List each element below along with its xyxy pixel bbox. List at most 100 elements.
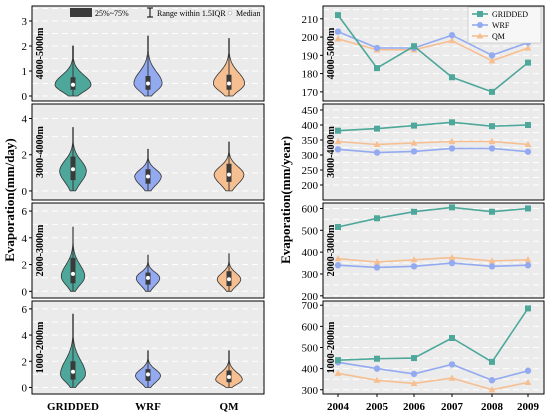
median-dot-qm — [227, 81, 231, 86]
point-gridded — [489, 208, 495, 215]
median-dot-gridded — [71, 369, 75, 374]
point-gridded — [449, 204, 455, 211]
legend-marker-qm — [476, 32, 484, 39]
y-tick-label: 4 — [22, 233, 28, 245]
median-dot-wrf — [146, 174, 150, 179]
panel-frame — [31, 103, 265, 201]
point-wrf — [524, 367, 532, 374]
point-qm — [334, 137, 342, 145]
median-dot-wrf — [146, 275, 150, 280]
y-tick-label: 180 — [302, 69, 319, 81]
point-gridded — [411, 122, 417, 129]
band-label: 4000-5000m — [326, 27, 337, 79]
y-tick-label: 600 — [302, 321, 319, 333]
point-qm — [373, 376, 381, 383]
y-tick-label: 200 — [302, 32, 319, 44]
point-gridded — [489, 88, 495, 95]
point-qm — [373, 140, 381, 148]
legend-marker-wrf — [477, 22, 483, 28]
band-label: 1000-2000m — [35, 321, 46, 373]
median-dot-wrf — [146, 372, 150, 377]
point-gridded — [525, 305, 531, 312]
point-qm — [524, 44, 532, 51]
point-gridded — [411, 43, 417, 50]
y-tick-label: 210 — [302, 14, 319, 26]
panel-frame — [322, 300, 545, 395]
point-qm — [524, 256, 532, 263]
series-line-gridded — [337, 206, 529, 228]
y-axis-title: Evaporation(mm/day) — [2, 138, 17, 262]
median-dot-wrf — [146, 81, 150, 86]
y-tick-label: 350 — [302, 135, 319, 147]
line-panel-3000-4000m — [323, 104, 544, 200]
y-tick-label: 6 — [22, 304, 28, 316]
point-qm — [373, 258, 381, 265]
point-qm — [488, 386, 496, 393]
y-tick-label: 700 — [302, 300, 319, 312]
legend-marker-gridded — [477, 11, 483, 17]
y-tick-label: 200 — [302, 180, 319, 192]
legend-label-gridded: GRIDDED — [492, 10, 528, 19]
y-tick-label: 2 — [22, 260, 28, 272]
band-label: 2000-3000m — [326, 224, 337, 276]
band-label: 4000-5000m — [35, 27, 46, 79]
y-tick-label: 0 — [22, 186, 28, 198]
point-wrf — [373, 365, 381, 372]
y-tick-label: 2 — [22, 150, 28, 162]
point-gridded — [411, 355, 417, 362]
point-gridded — [374, 355, 380, 362]
point-qm — [488, 257, 496, 264]
median-dot-qm — [227, 374, 231, 379]
series-line-qm — [337, 372, 529, 391]
y-tick-label: 3 — [22, 16, 28, 28]
point-wrf — [334, 262, 342, 269]
point-qm — [448, 374, 456, 381]
panel-frame — [322, 103, 545, 201]
legend-box-label: 25%~75% — [95, 9, 129, 18]
point-wrf — [410, 148, 418, 155]
median-dot-gridded — [71, 82, 75, 87]
y-tick-label: 4 — [22, 113, 28, 125]
y-tick-label: 4 — [22, 330, 28, 342]
x-tick-label: 2005 — [366, 401, 389, 413]
point-wrf — [448, 32, 456, 39]
panel-frame — [322, 5, 545, 102]
point-wrf — [334, 146, 342, 153]
median-dot-gridded — [71, 167, 75, 172]
point-qm — [334, 35, 342, 42]
y-tick-label: 400 — [302, 364, 319, 376]
point-wrf — [524, 148, 532, 155]
series-line-gridded — [337, 14, 529, 93]
y-tick-label: 400 — [302, 247, 319, 259]
point-qm — [448, 37, 456, 44]
iqr-box-gridded — [70, 257, 76, 284]
point-gridded — [335, 224, 341, 231]
legend-label-qm: QM — [492, 32, 505, 41]
series-line-qm — [337, 140, 529, 146]
point-wrf — [488, 263, 496, 270]
band-label: 3000-4000m — [35, 126, 46, 178]
y-tick-label: 600 — [302, 203, 319, 215]
y-tick-label: 2 — [22, 356, 28, 368]
panel-frame — [31, 202, 265, 299]
point-wrf — [488, 52, 496, 59]
panel-frame — [31, 5, 265, 102]
y-tick-label: 250 — [302, 165, 319, 177]
y-tick-label: 300 — [302, 385, 319, 397]
legend-box-swatch — [70, 8, 92, 17]
median-dot-qm — [227, 172, 231, 177]
point-wrf — [410, 263, 418, 270]
point-gridded — [489, 358, 495, 365]
band-label: 3000-4000m — [326, 126, 337, 178]
point-wrf — [448, 361, 456, 368]
legend-median-swatch — [227, 10, 233, 16]
point-qm — [524, 378, 532, 385]
legend-label-wrf: WRF — [492, 21, 510, 30]
series-line-wrf — [337, 361, 529, 382]
y-tick-label: 200 — [302, 291, 319, 303]
point-gridded — [449, 119, 455, 126]
y-tick-label: 0 — [22, 382, 28, 394]
y-tick-label: 1 — [22, 66, 28, 78]
band-label: 2000-3000m — [35, 224, 46, 276]
